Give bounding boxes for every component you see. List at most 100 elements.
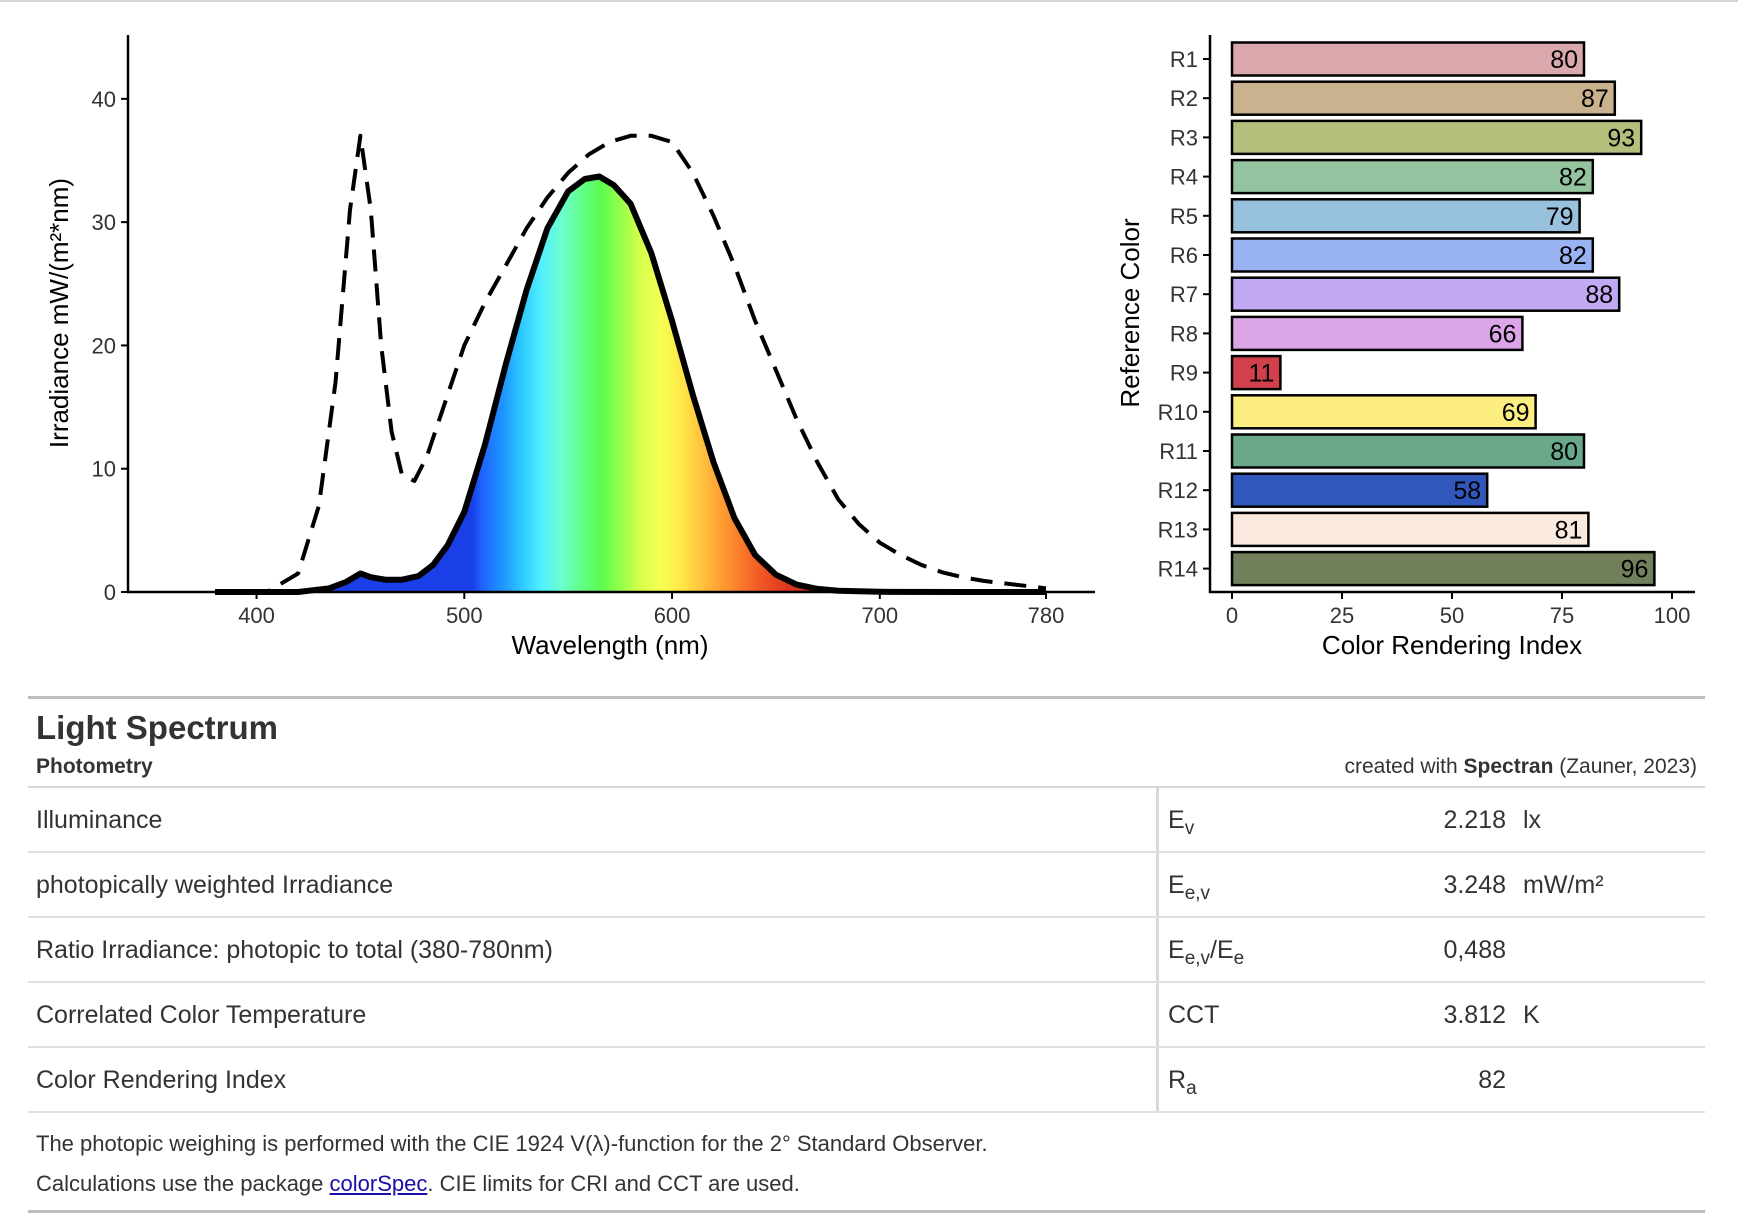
cri-value-label: 66: [1489, 320, 1517, 348]
panel-top-rule: [28, 696, 1705, 699]
row-value: 3.248: [1443, 871, 1506, 899]
x-axis-title: Wavelength (nm): [512, 630, 709, 660]
column-divider: [1156, 1048, 1159, 1111]
spectrum-area-fill: [215, 176, 1046, 592]
spectrum-chart: 0 10 20 30 40 400 500 600 700 780 Wavelength (nm) I…: [44, 35, 1095, 660]
row-unit: K: [1523, 1001, 1540, 1029]
cri-bar: [1230, 433, 1586, 469]
row-symbol: Ev: [1168, 806, 1195, 839]
x-tick-label: 780: [1028, 603, 1065, 628]
y-tick-label: 20: [92, 333, 116, 358]
row-label: Correlated Color Temperature: [36, 1001, 367, 1029]
column-divider: [1156, 983, 1159, 1046]
row-symbol: Ee,v/Ee: [1168, 936, 1245, 969]
category-label: R14: [1158, 557, 1198, 582]
cri-bar: [1230, 394, 1537, 430]
x-axis-title: Color Rendering Index: [1322, 630, 1582, 660]
cri-value-label: 81: [1555, 516, 1583, 544]
cri-value-label: 80: [1550, 46, 1578, 74]
row-symbol: Ra: [1168, 1066, 1197, 1099]
cri-value-label: 79: [1546, 203, 1574, 231]
x-tick-label: 0: [1226, 603, 1238, 628]
cri-bar: [1230, 511, 1590, 548]
cri-bar: [1230, 354, 1282, 391]
cri-bar: [1230, 80, 1617, 116]
row-label: Illuminance: [36, 806, 163, 834]
footnotes: The photopic weighing is performed with …: [28, 1113, 1705, 1210]
cri-bar: [1230, 198, 1581, 234]
cri-value-label: 88: [1585, 281, 1613, 309]
cri-bar-chart: 80 R1 87 R2 93 R3 82 R4 79 R5 82 R6 88 R7 66 R8 11 R9 69 R1…: [1115, 35, 1695, 660]
credit-line: created with Spectran (Zauner, 2023): [1344, 755, 1697, 779]
cri-bar: [1230, 237, 1595, 273]
row-value: 0,488: [1443, 936, 1506, 964]
cri-bar: [1230, 158, 1595, 195]
cri-bar: [1230, 119, 1643, 156]
category-label: R8: [1170, 321, 1198, 346]
footnote-line: The photopic weighing is performed with …: [36, 1131, 988, 1156]
panel-bottom-rule: [28, 1210, 1705, 1213]
footnote-line: Calculations use the package colorSpec. …: [36, 1171, 800, 1196]
table-row: photopically weighted Irradiance Ee,v 3.…: [28, 853, 1705, 918]
y-tick-label: 30: [92, 210, 116, 235]
y-axis-title: Irradiance mW/(m²*nm): [44, 178, 74, 448]
y-tick-label: 0: [104, 580, 116, 605]
measured-spectrum-line: [215, 173, 1046, 595]
x-tick-label: 25: [1330, 603, 1354, 628]
cri-value-label: 96: [1621, 556, 1649, 584]
photometry-panel: Light Spectrum Photometry created with S…: [28, 696, 1705, 1213]
row-label: photopically weighted Irradiance: [36, 871, 394, 899]
table-row: Correlated Color Temperature CCT 3.812 K: [28, 983, 1705, 1048]
credit-software: Spectran: [1463, 755, 1554, 778]
cri-bar: [1230, 315, 1524, 352]
panel-subtitle: Photometry: [36, 755, 153, 778]
row-label: Ratio Irradiance: photopic to total (380…: [36, 936, 553, 964]
cri-value-label: 82: [1559, 164, 1587, 192]
category-label: R10: [1158, 400, 1198, 425]
category-label: R3: [1170, 125, 1198, 150]
row-symbol: CCT: [1168, 1001, 1220, 1029]
x-tick-label: 600: [654, 603, 691, 628]
row-symbol: Ee,v: [1168, 871, 1211, 904]
x-tick-label: 700: [861, 603, 898, 628]
category-label: R2: [1170, 86, 1198, 111]
cri-value-label: 87: [1581, 85, 1609, 113]
credit-suffix: (Zauner, 2023): [1553, 755, 1697, 778]
category-label: R9: [1170, 361, 1198, 386]
cri-value-label: 80: [1550, 438, 1578, 466]
panel-header: Light Spectrum Photometry created with S…: [28, 699, 1705, 786]
column-divider: [1156, 918, 1159, 981]
cri-value-label: 93: [1607, 124, 1635, 152]
category-label: R11: [1159, 439, 1198, 464]
x-tick-label: 500: [446, 603, 483, 628]
column-divider: [1156, 853, 1159, 916]
row-unit: lx: [1523, 806, 1542, 834]
column-divider: [1156, 788, 1159, 851]
category-label: R5: [1170, 204, 1198, 229]
header-rule: [28, 786, 1705, 788]
cri-bar: [1230, 472, 1489, 508]
row-value: 82: [1478, 1066, 1506, 1094]
category-label: R13: [1158, 517, 1198, 542]
y-tick-label: 10: [92, 457, 116, 482]
row-label: Color Rendering Index: [36, 1066, 287, 1094]
row-value: 2.218: [1443, 806, 1506, 834]
cri-bar: [1230, 276, 1621, 312]
category-label: R12: [1158, 478, 1198, 503]
cri-value-label: 11: [1248, 360, 1274, 388]
category-label: R6: [1170, 243, 1198, 268]
x-tick-label: 50: [1440, 603, 1464, 628]
category-label: R7: [1170, 282, 1198, 307]
cri-bar: [1230, 550, 1656, 587]
table-row: Ratio Irradiance: photopic to total (380…: [28, 918, 1705, 983]
cri-value-label: 58: [1453, 477, 1481, 505]
table-row: Illuminance Ev 2.218 lx: [28, 788, 1705, 853]
cri-value-label: 69: [1502, 399, 1530, 427]
cri-bar: [1230, 41, 1586, 77]
row-value: 3.812: [1443, 1001, 1506, 1029]
y-axis-title: Reference Color: [1115, 218, 1145, 408]
colorspec-link[interactable]: colorSpec: [329, 1171, 428, 1196]
category-label: R4: [1170, 165, 1198, 190]
table-row: Color Rendering Index Ra 82: [28, 1048, 1705, 1113]
